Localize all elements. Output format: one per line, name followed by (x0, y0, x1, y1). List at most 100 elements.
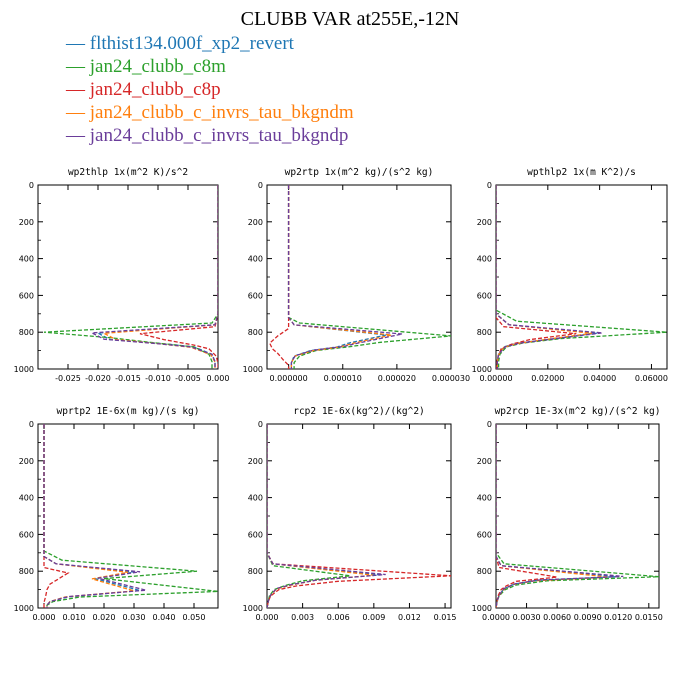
x-tick-label: -0.025 (55, 374, 81, 383)
y-tick-label: 0 (487, 181, 492, 190)
series-line (89, 185, 218, 369)
series-line (496, 185, 603, 369)
x-tick-label: 0.0060 (543, 613, 571, 622)
x-tick-label: 0.000020 (378, 374, 416, 383)
figure-title: CLUBB VAR at255E,-12N (240, 8, 460, 30)
legend-entry: — jan24_clubb_c8m (66, 55, 354, 78)
legend-label: jan24_clubb_c_invrs_tau_bkgndp (89, 125, 349, 146)
series-line (496, 424, 659, 608)
chart-panel: wpthlp2 1x(m K^2)/s 0 200 400 600 800 10000.00… (472, 167, 668, 383)
y-tick-label: 1000 (243, 604, 263, 613)
legend: — flthist134.000f_xp2_revert — jan24_clu… (66, 32, 354, 147)
y-tick-label: 400 (248, 494, 263, 503)
y-tick-label: 600 (248, 291, 263, 300)
y-tick-label: 800 (477, 567, 492, 576)
panel-title: wp2thlp 1x(m^2 K)/s^2 (68, 167, 188, 178)
legend-swatch: — (66, 56, 90, 77)
series-line (496, 185, 598, 369)
legend-label: jan24_clubb_c8m (89, 56, 226, 77)
series-line (496, 424, 617, 608)
panel-title: wpthlp2 1x(m K^2)/s (527, 167, 636, 178)
series-line (287, 185, 392, 369)
y-tick-label: 600 (477, 291, 492, 300)
x-tick-label: -0.020 (85, 374, 111, 383)
series-line (287, 185, 403, 369)
x-tick-label: 0.012 (398, 613, 421, 622)
chart-panel: rcp2 1E-6x(kg^2)/(kg^2) 0 200 400 600 800 1000… (243, 406, 457, 622)
series-line (267, 424, 351, 608)
x-tick-label: 0.000000 (270, 374, 308, 383)
legend-entry: — jan24_clubb_c_invrs_tau_bkgndm (66, 101, 354, 124)
y-tick-label: 200 (248, 457, 263, 466)
x-tick-label: 0.00000 (479, 374, 512, 383)
x-tick-label: 0.000030 (432, 374, 470, 383)
x-tick-label: -0.010 (145, 374, 171, 383)
y-tick-label: 200 (248, 218, 263, 227)
series-line (496, 424, 609, 608)
y-tick-label: 400 (477, 494, 492, 503)
legend-label: jan24_clubb_c8p (89, 79, 221, 100)
x-tick-label: 0.0090 (574, 613, 602, 622)
legend-swatch: — (66, 79, 90, 100)
y-tick-label: 0 (29, 181, 34, 190)
legend-entry: — jan24_clubb_c_invrs_tau_bkgndp (66, 124, 354, 147)
legend-label: flthist134.000f_xp2_revert (89, 33, 294, 54)
y-tick-label: 400 (19, 255, 34, 264)
series-line (101, 185, 218, 369)
chart-panel: wp2rcp 1E-3x(m^2 kg)/(s^2 kg)0 200 400 600 8… (472, 406, 663, 622)
series-line (496, 185, 577, 369)
panel-title: wp2rtp 1x(m^2 kg)/(s^2 kg) (285, 167, 434, 178)
legend-entry: — flthist134.000f_xp2_revert (66, 32, 354, 55)
y-tick-label: 600 (477, 530, 492, 539)
plot-frame (37, 423, 219, 609)
y-tick-label: 800 (19, 328, 34, 337)
y-tick-label: 1000 (243, 365, 263, 374)
series-line (95, 185, 218, 369)
y-tick-label: 400 (19, 494, 34, 503)
y-tick-label: 1000 (14, 604, 34, 613)
x-tick-label: 0.009 (362, 613, 385, 622)
x-tick-label: 0.0150 (635, 613, 663, 622)
y-tick-label: 200 (477, 457, 492, 466)
x-tick-label: 0.000 (256, 613, 279, 622)
y-tick-label: 0 (258, 181, 263, 190)
series-line (43, 424, 218, 608)
y-tick-label: 800 (477, 328, 492, 337)
x-tick-label: 0.0030 (513, 613, 541, 622)
x-tick-label: 0.0120 (604, 613, 632, 622)
x-tick-label: 0.050 (183, 613, 206, 622)
series-line (496, 185, 592, 369)
chart-panel: wp2thlp 1x(m^2 K)/s^2 0 200 400 600 800 1000 -0… (14, 167, 230, 383)
panel-title: rcp2 1E-6x(kg^2)/(kg^2) (293, 406, 425, 417)
y-tick-label: 600 (248, 530, 263, 539)
legend-swatch: — (66, 125, 90, 146)
y-tick-label: 1000 (14, 365, 34, 374)
y-tick-label: 600 (19, 291, 34, 300)
y-tick-label: 800 (19, 567, 34, 576)
series-line (43, 185, 218, 369)
y-tick-label: 200 (19, 218, 34, 227)
series-line (267, 424, 374, 608)
y-tick-label: 400 (248, 255, 263, 264)
x-tick-label: 0.040 (153, 613, 176, 622)
series-line (267, 424, 386, 608)
x-tick-label: 0.0000 (482, 613, 510, 622)
y-tick-label: 0 (258, 420, 263, 429)
series-line (287, 185, 451, 369)
x-tick-label: 0.030 (123, 613, 146, 622)
y-tick-label: 0 (487, 420, 492, 429)
x-tick-label: 0.003 (291, 613, 314, 622)
chart-panel: wp2rtp 1x(m^2 kg)/(s^2 kg) 0 200 400 600 800 1… (243, 167, 470, 383)
series-line (43, 424, 147, 608)
series-line (496, 185, 667, 369)
legend-entry: — jan24_clubb_c8p (66, 78, 354, 101)
plot-frame (495, 423, 660, 609)
chart-panel: wprtp2 1E-6x(m kg)/(s kg) 0 200 400 600 800 10… (14, 406, 219, 622)
x-tick-label: 0.020 (93, 613, 116, 622)
x-tick-label: 0.000010 (324, 374, 362, 383)
legend-swatch: — (66, 33, 90, 54)
x-tick-label: 0.010 (63, 613, 86, 622)
x-tick-label: 0.06000 (635, 374, 668, 383)
series-line (267, 424, 451, 608)
